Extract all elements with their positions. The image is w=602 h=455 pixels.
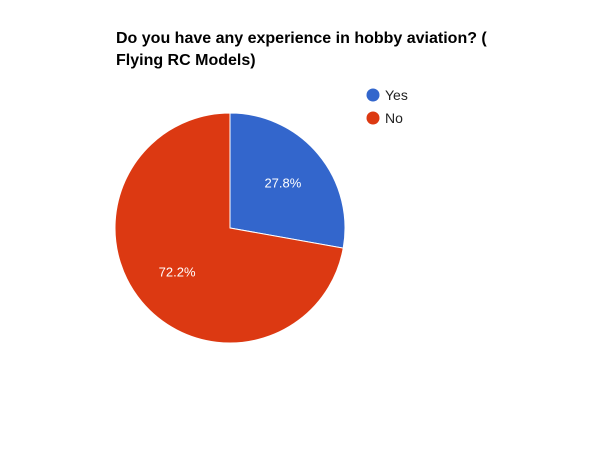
legend-label-no[interactable]: No [385, 110, 403, 126]
pie-slice-label-yes: 27.8% [264, 176, 301, 191]
pie-slice-yes[interactable] [229, 112, 346, 249]
pie-slice-label-no: 72.2% [159, 264, 196, 279]
pie-slice-no[interactable] [114, 112, 344, 344]
chart-title-line-2: Flying RC Models) [116, 52, 256, 69]
legend-swatch-yes[interactable] [366, 88, 380, 102]
pie-slice-labels: 27.8% 72.2% [159, 176, 302, 280]
chart-title: Do you have any experience in hobby avia… [116, 28, 536, 72]
chart-title-line-1: Do you have any experience in hobby avia… [116, 30, 487, 47]
legend-swatch-no[interactable] [366, 111, 380, 125]
chart-legend: Yes No [366, 87, 408, 126]
pie-slices [114, 112, 346, 344]
legend-label-yes[interactable]: Yes [385, 87, 408, 103]
